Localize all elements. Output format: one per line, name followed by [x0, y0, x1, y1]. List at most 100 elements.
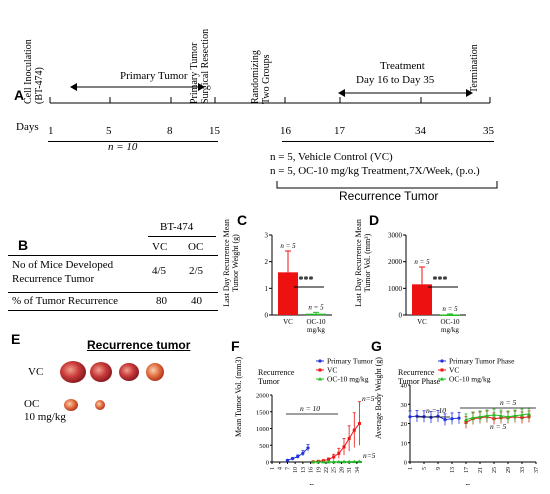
event-termination: Termination [469, 44, 480, 93]
g-point [527, 411, 531, 416]
g-xtick-label: 13 [450, 467, 456, 473]
c-ytick-label: 0 [265, 312, 269, 320]
vc-tumor-3 [119, 363, 139, 381]
g-point [464, 417, 468, 422]
table-bottom-rule [8, 310, 218, 311]
f-n5b: n=5 [363, 451, 375, 460]
table-row2-vc: 80 [156, 295, 167, 307]
panel-a-letter: A [14, 87, 25, 103]
g-ytick-label: 30 [401, 402, 408, 409]
g-xtick-label: 29 [506, 467, 512, 473]
event-cell-inoculation: Cell Inoculation (BT-474) [23, 39, 45, 104]
g-point [492, 412, 496, 417]
f-point [357, 421, 361, 425]
treatment-days: Day 16 to Day 35 [356, 74, 435, 86]
f-xtick-label: 16 [309, 467, 315, 473]
n-vc-line: n = 5, Vehicle Control (VC) [270, 151, 393, 163]
panel-f-legend-group: Recurrence Tumor [258, 368, 295, 386]
f-xlabel: Days [309, 482, 324, 485]
panel-b-letter: B [18, 237, 29, 253]
vc-tumor-1 [60, 361, 86, 383]
panel-c-ylabel: Last Day Recurrence Mean Tumor Weight (g… [222, 219, 240, 307]
f-legend-label: VC [327, 366, 337, 375]
f-xtick-label: 19 [316, 467, 322, 473]
d-ytick-label: 2000 [388, 258, 403, 266]
tumor-photos [60, 361, 164, 411]
f-point [357, 459, 362, 463]
d-sig: *** [433, 275, 448, 286]
panel-e-oc-label: OC 10 mg/kg [24, 398, 66, 423]
table-top-rule [8, 255, 218, 256]
panel-c-letter: C [237, 212, 248, 228]
oc-tumor-1 [64, 399, 78, 411]
g-point [450, 417, 454, 421]
g-xlabel: Days [465, 482, 480, 485]
d-n-vc: n = 5 [414, 258, 430, 266]
g-point [478, 414, 482, 419]
g-n10: n = 10 [426, 406, 446, 415]
f-point [342, 445, 346, 449]
table-row1-oc: 2/5 [189, 265, 204, 277]
g-point [443, 418, 447, 422]
treatment-label: Treatment [380, 60, 425, 72]
g-point [485, 413, 489, 418]
f-n10: n = 10 [300, 404, 320, 413]
f-point [352, 428, 356, 432]
table-row1-vc: 4/5 [152, 265, 167, 277]
f-xtick-label: 31 [347, 467, 353, 473]
day-tick-1: 1 [48, 125, 54, 137]
f-xtick-label: 34 [355, 467, 361, 473]
g-legend-mark [440, 377, 444, 381]
f-series-line-0 [287, 447, 309, 461]
d-cat-vc: VC [417, 318, 427, 326]
g-point [457, 416, 461, 420]
g-legend-mark [440, 359, 444, 363]
vc-tumor-4 [146, 363, 164, 381]
f-point [332, 455, 336, 459]
d-cat-oc: mg/kg [441, 326, 459, 334]
f-point [327, 457, 331, 461]
primary-bracket-line [48, 141, 218, 142]
f-point [326, 459, 331, 464]
g-ytick-label: 0 [404, 460, 407, 467]
g-legend-label: OC-10 mg/kg [449, 375, 491, 384]
oc-tumor-2 [95, 400, 105, 410]
f-xtick-label: 7 [285, 467, 291, 470]
g-legend-mark [440, 368, 444, 372]
f-legend-mark [318, 368, 322, 372]
table-group-header: BT-474 [160, 221, 194, 233]
table-row1-label: No of Mice Developed Recurrence Tumor [12, 259, 114, 285]
g-ytick-label: 40 [401, 383, 408, 390]
g-series-line-2 [465, 413, 530, 421]
d-bar-vc [412, 284, 432, 315]
g-series-line-1 [465, 416, 530, 423]
g-point [408, 415, 412, 419]
panel-f-letter: F [231, 338, 240, 354]
f-xtick-label: 25 [332, 467, 338, 473]
f-point [306, 446, 310, 450]
f-point [331, 459, 336, 464]
g-xtick-label: 1 [408, 467, 414, 470]
d-ytick-label: 3000 [388, 232, 403, 240]
panel-g-legend-group: Recurrence Tumor Phase [398, 368, 441, 386]
table-mid-rule [8, 292, 218, 293]
vc-tumor-2 [90, 362, 112, 382]
g-n5a: n = 5 [500, 398, 517, 407]
c-bar-oc [306, 313, 326, 316]
f-point [301, 451, 305, 455]
day-tick-17: 17 [334, 125, 345, 137]
f-legend-mark [318, 359, 322, 363]
c-ytick-label: 3 [265, 232, 269, 240]
d-ytick-label: 1000 [388, 285, 403, 293]
day-tick-8: 8 [167, 125, 173, 137]
treatment-arrow [338, 89, 473, 97]
f-n5a: n=5 [362, 394, 375, 403]
f-point [342, 459, 346, 464]
c-cat-oc: OC-10 [306, 318, 326, 326]
panel-f-ylabel: Mean Tumor Vol. (mm3) [234, 356, 243, 437]
recurrence-tumor-label: Recurrence Tumor [339, 189, 439, 203]
d-bar-oc [440, 314, 460, 316]
g-point [520, 412, 524, 417]
